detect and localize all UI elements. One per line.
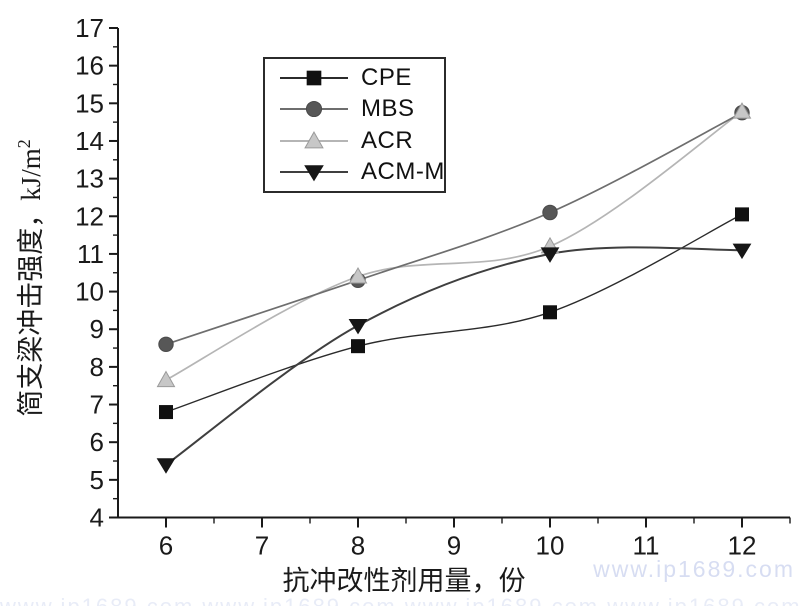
square-marker <box>159 405 173 420</box>
y-tick-label: 16 <box>75 51 104 81</box>
y-tick-label: 13 <box>75 164 104 194</box>
x-tick-label: 9 <box>447 531 461 561</box>
series-line-mbs <box>165 111 743 346</box>
legend-sample-cpe <box>280 70 348 86</box>
x-tick-label: 11 <box>633 531 660 561</box>
triangle-up-marker <box>732 102 752 119</box>
x-tick-label: 10 <box>536 531 565 561</box>
y-tick-label: 7 <box>90 390 104 420</box>
y-tick-label: 11 <box>77 239 104 269</box>
legend-sample-acr <box>280 130 348 148</box>
y-tick-label: 17 <box>75 13 104 43</box>
triangle-up-marker <box>304 130 324 148</box>
circle-marker <box>158 336 174 352</box>
series-line-acm-m <box>165 246 743 466</box>
triangle-down-marker <box>732 243 752 260</box>
legend-label: ACM-M <box>361 158 445 186</box>
triangle-up-marker <box>156 370 176 388</box>
legend-item-cpe: CPE <box>265 63 444 92</box>
series-line-cpe <box>165 213 743 413</box>
series-line-acr <box>165 110 743 381</box>
x-tick-label: 12 <box>728 531 757 561</box>
series-markers-mbs <box>158 105 750 352</box>
square-marker <box>543 305 557 320</box>
legend-item-mbs: MBS <box>265 95 444 124</box>
y-tick-label: 10 <box>75 277 104 307</box>
watermark-text: www.ip1689.com <box>593 556 795 582</box>
y-tick-label: 6 <box>90 427 104 457</box>
triangle-down-marker <box>348 318 368 335</box>
legend-label: CPE <box>361 63 412 91</box>
circle-marker <box>542 204 558 221</box>
watermark-strip: www.ip1689.com www.ip1689.com www.ip1689… <box>0 594 800 606</box>
series-markers-cpe <box>159 207 749 420</box>
x-tick-label: 6 <box>159 531 173 561</box>
legend-item-acm-m: ACM-M <box>265 158 444 187</box>
y-tick-label: 4 <box>90 503 104 533</box>
legend-item-acr: ACR <box>265 126 444 155</box>
x-tick-label: 8 <box>351 531 365 561</box>
square-marker <box>306 70 322 86</box>
y-tick-label: 15 <box>75 88 104 118</box>
x-tick-label: 7 <box>255 531 269 561</box>
triangle-up-marker <box>348 267 368 284</box>
legend-sample-acm-m <box>280 165 348 182</box>
legend-sample-mbs <box>280 101 348 118</box>
series-markers-acm-m <box>156 243 752 474</box>
y-tick-label: 12 <box>75 201 104 231</box>
circle-marker <box>305 101 323 118</box>
series-markers-acr <box>156 102 752 388</box>
triangle-down-marker <box>540 247 560 263</box>
y-tick-label: 8 <box>90 352 104 382</box>
y-tick-label: 14 <box>75 126 104 156</box>
y-tick-label: 9 <box>90 314 104 344</box>
triangle-down-marker <box>156 458 176 474</box>
triangle-down-marker <box>304 165 324 182</box>
square-marker <box>735 207 749 222</box>
square-marker <box>351 339 365 354</box>
y-axis-title: 简支梁冲击强度，kJ/m2 <box>14 139 46 417</box>
chart-legend: CPE MBS ACR ACM-M <box>263 57 446 193</box>
legend-label: ACR <box>361 126 414 154</box>
x-axis-title: 抗冲改性剂用量，份 <box>283 566 526 596</box>
y-tick-label: 5 <box>90 465 104 495</box>
legend-label: MBS <box>361 95 415 123</box>
